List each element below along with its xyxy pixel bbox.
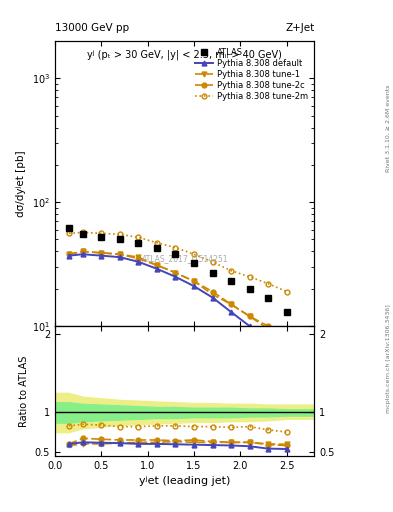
Pythia 8.308 tune-2m: [136, 234, 141, 241]
Pythia 8.308 tune-2c: [173, 269, 178, 275]
ATLAS: [192, 261, 196, 267]
Pythia 8.308 tune-2m: [99, 230, 104, 237]
Pythia 8.308 default: [284, 342, 289, 348]
Pythia 8.308 tune-2m: [210, 259, 215, 265]
Pythia 8.308 default: [229, 309, 233, 315]
Pythia 8.308 default: [266, 335, 270, 341]
Pythia 8.308 default: [81, 251, 85, 258]
Line: Pythia 8.308 tune-1: Pythia 8.308 tune-1: [66, 249, 289, 337]
Pythia 8.308 tune-2c: [136, 255, 141, 262]
Pythia 8.308 default: [66, 252, 71, 259]
ATLAS: [266, 294, 270, 301]
Pythia 8.308 tune-1: [284, 332, 289, 338]
Pythia 8.308 tune-2m: [154, 240, 159, 246]
Pythia 8.308 tune-2c: [266, 323, 270, 329]
Pythia 8.308 tune-1: [99, 250, 104, 256]
Pythia 8.308 default: [136, 259, 141, 265]
ATLAS: [284, 309, 289, 315]
Pythia 8.308 tune-2c: [247, 313, 252, 319]
Text: 13000 GeV pp: 13000 GeV pp: [55, 23, 129, 33]
Pythia 8.308 tune-2m: [173, 245, 178, 251]
ATLAS: [173, 251, 178, 258]
Line: Pythia 8.308 default: Pythia 8.308 default: [66, 252, 289, 348]
ATLAS: [66, 225, 71, 231]
Pythia 8.308 default: [210, 294, 215, 301]
Pythia 8.308 tune-2m: [192, 251, 196, 258]
ATLAS: [154, 245, 159, 251]
Pythia 8.308 tune-2m: [247, 274, 252, 280]
Y-axis label: dσ/dyʲet [pb]: dσ/dyʲet [pb]: [17, 150, 26, 217]
Pythia 8.308 tune-2c: [66, 251, 71, 258]
Pythia 8.308 tune-2m: [118, 231, 122, 238]
Line: Pythia 8.308 tune-2c: Pythia 8.308 tune-2c: [66, 249, 289, 337]
Pythia 8.308 tune-1: [173, 269, 178, 275]
Legend: ATLAS, Pythia 8.308 default, Pythia 8.308 tune-1, Pythia 8.308 tune-2c, Pythia 8: ATLAS, Pythia 8.308 default, Pythia 8.30…: [193, 45, 310, 103]
Line: ATLAS: ATLAS: [66, 225, 290, 315]
Pythia 8.308 default: [118, 254, 122, 260]
Text: Z+Jet: Z+Jet: [285, 23, 314, 33]
Pythia 8.308 tune-2c: [284, 332, 289, 338]
Pythia 8.308 tune-1: [118, 251, 122, 258]
ATLAS: [136, 240, 141, 246]
Pythia 8.308 tune-1: [81, 248, 85, 254]
Pythia 8.308 tune-2c: [210, 288, 215, 294]
Pythia 8.308 tune-2m: [266, 281, 270, 287]
Pythia 8.308 tune-2c: [99, 250, 104, 256]
Pythia 8.308 tune-2c: [118, 251, 122, 258]
Pythia 8.308 tune-1: [154, 262, 159, 268]
Pythia 8.308 default: [173, 274, 178, 280]
Pythia 8.308 tune-1: [136, 254, 141, 260]
Pythia 8.308 tune-2c: [154, 262, 159, 268]
Pythia 8.308 tune-2m: [81, 229, 85, 236]
ATLAS: [81, 231, 85, 238]
ATLAS: [118, 237, 122, 243]
Pythia 8.308 tune-1: [210, 291, 215, 297]
Pythia 8.308 default: [247, 323, 252, 329]
Text: mcplots.cern.ch [arXiv:1306.3436]: mcplots.cern.ch [arXiv:1306.3436]: [386, 304, 391, 413]
Pythia 8.308 tune-2c: [192, 278, 196, 284]
Pythia 8.308 tune-2m: [229, 268, 233, 274]
Pythia 8.308 tune-2m: [66, 230, 71, 237]
Pythia 8.308 tune-2c: [81, 248, 85, 254]
Pythia 8.308 tune-2m: [284, 288, 289, 294]
Pythia 8.308 tune-1: [266, 326, 270, 332]
Pythia 8.308 tune-1: [66, 251, 71, 258]
ATLAS: [247, 286, 252, 292]
Pythia 8.308 default: [192, 283, 196, 289]
Line: Pythia 8.308 tune-2m: Pythia 8.308 tune-2m: [66, 230, 289, 294]
Text: Rivet 3.1.10, ≥ 2.6M events: Rivet 3.1.10, ≥ 2.6M events: [386, 84, 391, 172]
Y-axis label: Ratio to ATLAS: Ratio to ATLAS: [19, 355, 29, 426]
Text: ATLAS_2017_I1514251: ATLAS_2017_I1514251: [141, 254, 228, 263]
Pythia 8.308 default: [99, 252, 104, 259]
ATLAS: [99, 234, 104, 241]
ATLAS: [229, 278, 233, 284]
Pythia 8.308 tune-1: [247, 313, 252, 319]
X-axis label: yʲet (leading jet): yʲet (leading jet): [139, 476, 230, 486]
Text: yʲ (pₜ > 30 GeV, |y| < 2.5, mₗₗ > 40 GeV): yʲ (pₜ > 30 GeV, |y| < 2.5, mₗₗ > 40 GeV…: [87, 50, 282, 60]
ATLAS: [210, 269, 215, 275]
Pythia 8.308 default: [154, 266, 159, 272]
Pythia 8.308 tune-2c: [229, 301, 233, 307]
Pythia 8.308 tune-1: [229, 301, 233, 307]
Pythia 8.308 tune-1: [192, 278, 196, 284]
